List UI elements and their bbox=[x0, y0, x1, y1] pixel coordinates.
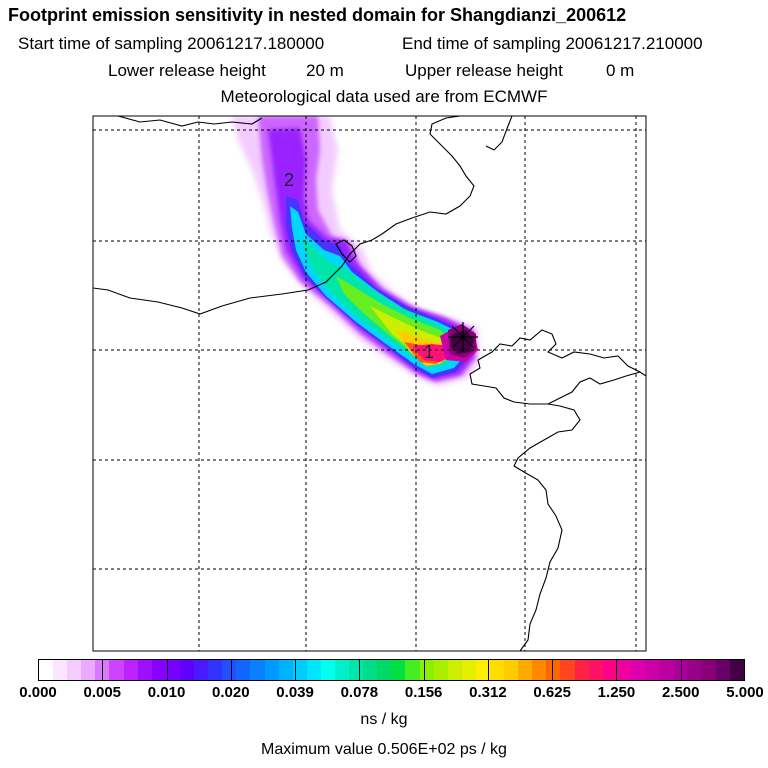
colorbar-swatch bbox=[729, 660, 744, 680]
colorbar-tick-label: 0.010 bbox=[147, 684, 186, 701]
colorbar-swatch bbox=[574, 660, 589, 680]
colorbar-swatch bbox=[588, 660, 603, 680]
colorbar-swatch bbox=[616, 660, 631, 680]
colorbar-swatch bbox=[264, 660, 279, 680]
map-layers: 2 1 bbox=[93, 116, 646, 651]
colorbar-swatch bbox=[518, 660, 533, 680]
colorbar-tick-label: 0.020 bbox=[212, 684, 250, 701]
map-grid bbox=[93, 116, 646, 651]
colorbar-swatch bbox=[320, 660, 335, 680]
colorbar-swatch bbox=[433, 660, 448, 680]
colorbar-divider bbox=[552, 659, 554, 681]
colorbar-swatch bbox=[659, 660, 674, 680]
colorbar-swatch bbox=[377, 660, 392, 680]
colorbar-swatch bbox=[236, 660, 251, 680]
colorbar-tick-label: 2.500 bbox=[661, 684, 700, 701]
colorbar-swatch bbox=[475, 660, 490, 680]
colorbar-tick-label: 0.078 bbox=[340, 684, 379, 701]
colorbar-tick-label: 0.312 bbox=[469, 684, 507, 701]
colorbar-unit: ns / kg bbox=[360, 711, 408, 728]
colorbar-swatch bbox=[687, 660, 702, 680]
coastlines bbox=[93, 116, 646, 651]
colorbar-swatch bbox=[334, 660, 350, 680]
colorbar-divider bbox=[680, 659, 682, 681]
colorbar-tick-label: 0.156 bbox=[404, 684, 443, 701]
colorbar-tick-label: 0.625 bbox=[533, 684, 571, 701]
colorbar-swatch bbox=[715, 660, 730, 680]
colorbar-swatch bbox=[532, 660, 547, 680]
colorbar-swatch bbox=[630, 660, 646, 680]
colorbar-swatch bbox=[306, 660, 321, 680]
colorbar-swatch bbox=[461, 660, 476, 680]
colorbar-divider bbox=[616, 659, 618, 681]
upper-release-label: Upper release height bbox=[405, 61, 563, 80]
plot-title: Footprint emission sensitivity in nested… bbox=[8, 5, 627, 25]
cluster-label-1: 1 bbox=[424, 342, 434, 362]
colorbar-swatch bbox=[490, 660, 505, 680]
lower-release-label: Lower release height bbox=[108, 61, 266, 80]
colorbar-divider bbox=[230, 659, 232, 681]
colorbar-swatch bbox=[208, 660, 223, 680]
colorbar-divider bbox=[295, 659, 297, 681]
colorbar-swatch bbox=[349, 660, 364, 680]
end-time-label: End time of sampling 20061217.210000 bbox=[402, 34, 703, 53]
colorbar-swatch bbox=[123, 660, 138, 680]
colorbar-swatch bbox=[546, 660, 561, 680]
colorbar-swatch bbox=[179, 660, 195, 680]
colorbar-tick-label: 1.250 bbox=[597, 684, 636, 701]
maximum-value-label: Maximum value 0.506E+02 ps / kg bbox=[261, 741, 507, 758]
colorbar-tick-label: 5.000 bbox=[726, 684, 764, 701]
colorbar-swatch bbox=[109, 660, 124, 680]
met-data-label: Meteorological data used are from ECMWF bbox=[220, 87, 548, 106]
colorbar-swatch bbox=[67, 660, 82, 680]
colorbar-swatch bbox=[391, 660, 406, 680]
colorbar-divider bbox=[359, 659, 361, 681]
colorbar-swatch bbox=[645, 660, 660, 680]
colorbar-swatch bbox=[419, 660, 434, 680]
colorbar-divider bbox=[487, 659, 489, 681]
colorbar-swatch bbox=[447, 660, 462, 680]
colorbar-swatch bbox=[165, 660, 180, 680]
colorbar-swatch bbox=[278, 660, 293, 680]
colorbar-swatch bbox=[250, 660, 265, 680]
colorbar-swatch bbox=[673, 660, 688, 680]
colorbar-swatch bbox=[53, 660, 68, 680]
colorbar-divider bbox=[423, 659, 425, 681]
map-frame bbox=[92, 115, 647, 652]
start-time-label: Start time of sampling 20061217.180000 bbox=[18, 34, 325, 53]
colorbar-swatch bbox=[363, 660, 378, 680]
colorbar-swatch bbox=[292, 660, 307, 680]
colorbar-swatch bbox=[137, 660, 152, 680]
colorbar-swatch bbox=[39, 660, 54, 680]
emission-plume bbox=[232, 116, 480, 386]
colorbar bbox=[38, 659, 745, 681]
lower-release-value: 20 m bbox=[306, 61, 344, 80]
colorbar-tick-label: 0.005 bbox=[83, 684, 122, 701]
upper-release-value: 0 m bbox=[606, 61, 635, 80]
colorbar-swatch bbox=[151, 660, 166, 680]
colorbar-swatch bbox=[602, 660, 617, 680]
colorbar-swatch bbox=[504, 660, 519, 680]
colorbar-swatch bbox=[560, 660, 575, 680]
release-point-marker bbox=[448, 322, 478, 352]
colorbar-swatch bbox=[81, 660, 96, 680]
colorbar-swatch bbox=[222, 660, 237, 680]
colorbar-swatch bbox=[194, 660, 209, 680]
colorbar-tick-label: 0.039 bbox=[276, 684, 314, 701]
colorbar-swatch bbox=[701, 660, 716, 680]
colorbar-tick-label: 0.000 bbox=[19, 684, 57, 701]
colorbar-swatch bbox=[405, 660, 420, 680]
colorbar-divider bbox=[102, 659, 104, 681]
colorbar-divider bbox=[166, 659, 168, 681]
cluster-label-2: 2 bbox=[284, 170, 294, 190]
